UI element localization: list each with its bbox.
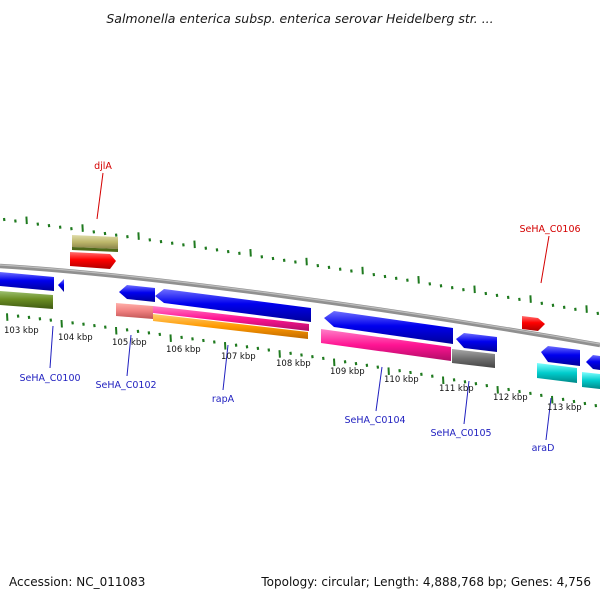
- scale-label-110: 110 kbp: [384, 375, 419, 385]
- accession-text: Accession: NC_011083: [9, 575, 145, 589]
- gene-label-SeHA_C0104[interactable]: SeHA_C0104: [344, 415, 405, 426]
- reverse-label-leaders: [49, 325, 552, 441]
- scale-label-113: 113 kbp: [547, 403, 582, 413]
- gene-left-olive-block[interactable]: [0, 291, 53, 309]
- scale-label-109: 109 kbp: [330, 367, 365, 377]
- gene-label-djlA[interactable]: djlA: [94, 161, 112, 172]
- gene-label-SeHA_C0100[interactable]: SeHA_C0100: [19, 373, 80, 384]
- forward-label-leaders: [96, 172, 550, 284]
- gene-SeHA_C0104-arrow[interactable]: [324, 311, 453, 344]
- outer-tick-track: [2, 216, 600, 316]
- gene-djlA-arrow[interactable]: [70, 252, 116, 269]
- gene-left-blue-arrow[interactable]: [0, 272, 54, 291]
- genome-backbone: [0, 263, 600, 348]
- gene-SeHA_C0106-arrow[interactable]: [522, 316, 545, 331]
- scale-label-112: 112 kbp: [493, 393, 528, 403]
- scale-label-104: 104 kbp: [58, 333, 93, 343]
- gene-SeHA_C0105-gray-block[interactable]: [452, 349, 495, 368]
- scale-label-111: 111 kbp: [439, 384, 474, 394]
- gene-khaki-block[interactable]: [72, 235, 118, 249]
- scale-label-105: 105 kbp: [112, 338, 147, 348]
- gene-SeHA_C0102-block[interactable]: [116, 303, 153, 319]
- scale-label-108: 108 kbp: [276, 359, 311, 369]
- gene-label-araD[interactable]: araD: [532, 443, 555, 454]
- inner-tick-track: [6, 313, 598, 408]
- gene-rapA-orange-block[interactable]: [153, 314, 308, 339]
- gene-label-SeHA_C0105[interactable]: SeHA_C0105: [430, 428, 491, 439]
- map-title: Salmonella enterica subsp. enterica sero…: [106, 11, 493, 26]
- reverse-strand-genes: [0, 272, 600, 389]
- gene-label-SeHA_C0102[interactable]: SeHA_C0102: [95, 380, 156, 391]
- gene-araD-arrow[interactable]: [541, 346, 580, 366]
- gene-right-cyan-block[interactable]: [582, 372, 600, 389]
- scale-labels: 103 kbp 104 kbp 105 kbp 106 kbp 107 kbp …: [4, 326, 582, 413]
- forward-strand-genes: [70, 235, 545, 331]
- scale-label-103: 103 kbp: [4, 326, 39, 336]
- gene-label-rapA[interactable]: rapA: [212, 394, 235, 405]
- gene-SeHA_C0104-pink-block[interactable]: [321, 329, 451, 361]
- gene-small-blue-arrow[interactable]: [58, 279, 64, 292]
- gene-label-SeHA_C0106[interactable]: SeHA_C0106: [519, 224, 580, 235]
- gene-blue-arrow-3[interactable]: [155, 289, 311, 322]
- gene-blue-arrow-2[interactable]: [119, 285, 155, 302]
- gene-araD-cyan-block[interactable]: [537, 363, 577, 383]
- gene-rapA-pink-block[interactable]: [153, 306, 309, 331]
- gene-SeHA_C0105-arrow[interactable]: [456, 333, 497, 352]
- scale-label-107: 107 kbp: [221, 352, 256, 362]
- gene-right-blue-arrow[interactable]: [586, 355, 600, 370]
- scale-label-106: 106 kbp: [166, 345, 201, 355]
- topology-text: Topology: circular; Length: 4,888,768 bp…: [260, 575, 591, 589]
